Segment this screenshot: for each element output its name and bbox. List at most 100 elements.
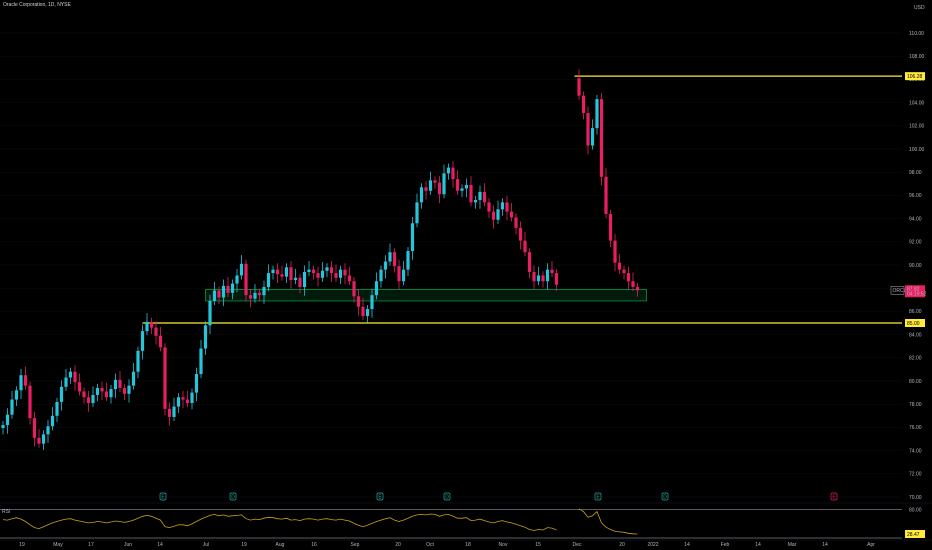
- x-tick-label: 19: [241, 542, 247, 548]
- time-axis[interactable]: 19 May 17 Jun 14 Jul 19 Aug 16 Sep 20 Oct 18 Nov 15 Dec…: [0, 539, 932, 548]
- level-tag: [905, 319, 925, 327]
- y-tick-label: 94.00: [909, 216, 922, 222]
- event-marker: [376, 492, 384, 501]
- candle-body: [334, 273, 338, 278]
- candle-body: [613, 240, 617, 263]
- candle-body: [478, 191, 482, 201]
- event-marker-label: D: [231, 495, 235, 501]
- x-tick-label: Aug: [276, 542, 285, 548]
- candle-body: [586, 113, 590, 146]
- candle-body: [307, 269, 311, 272]
- y-tick-label: 100.00: [909, 147, 925, 153]
- candle-body: [122, 387, 127, 394]
- candle-body: [208, 300, 212, 326]
- candle-body: [59, 386, 64, 402]
- rsi-pane: RSI 80.00: [0, 502, 932, 539]
- rsi-label: RSI: [2, 509, 10, 515]
- candle-body: [302, 271, 307, 288]
- event-marker: [159, 492, 167, 501]
- candle-body: [419, 187, 424, 203]
- y-tick-label: 102.00: [909, 124, 925, 130]
- support-zone-rect: [205, 289, 647, 302]
- candle-body: [77, 382, 82, 392]
- candle-body: [365, 309, 370, 317]
- x-tick-label: Feb: [721, 542, 730, 548]
- candle-body: [311, 269, 316, 274]
- candle-body: [55, 401, 59, 416]
- x-tick-label: Jul: [203, 542, 209, 548]
- candle-body: [518, 227, 523, 241]
- candle-body: [635, 287, 640, 291]
- x-tick-label: Nov: [499, 542, 508, 548]
- x-tick-label: 17: [88, 542, 94, 548]
- candle-body: [298, 277, 302, 288]
- candle-body: [428, 180, 433, 191]
- candle-body: [248, 295, 253, 299]
- x-tick-label: Apr: [867, 542, 875, 548]
- x-tick-label: 14: [822, 542, 828, 548]
- candle-body: [343, 269, 347, 276]
- candle-body: [199, 348, 203, 375]
- support-zone[interactable]: [205, 289, 647, 302]
- candle-body: [19, 375, 23, 391]
- candle-body: [473, 200, 478, 203]
- event-marker-label: E: [596, 495, 600, 501]
- candle-body: [136, 350, 140, 372]
- x-tick-label: 14: [684, 542, 690, 548]
- y-tick-label: 80.00: [909, 379, 922, 385]
- horizontal-levels[interactable]: [142, 75, 903, 324]
- candle-body: [10, 399, 14, 415]
- candle-body: [388, 252, 392, 262]
- candle-body: [266, 273, 271, 288]
- candle-body: [397, 266, 401, 282]
- candle-body: [446, 167, 451, 174]
- x-tick-label: Dec: [573, 542, 582, 548]
- event-marker-label: D: [663, 495, 667, 501]
- candle-body: [244, 263, 248, 296]
- candle-body: [320, 270, 325, 278]
- candle-body: [482, 191, 487, 203]
- candle-body: [280, 274, 284, 277]
- candle-body: [5, 414, 10, 426]
- candle-body: [217, 290, 221, 298]
- candle-body: [433, 180, 437, 183]
- rsi-value-tag: [905, 530, 925, 539]
- y-tick-label: 92.00: [909, 240, 922, 246]
- y-tick-label: 74.00: [909, 448, 922, 454]
- candle-body: [140, 331, 145, 351]
- event-marker-label: E: [832, 495, 836, 501]
- candle-body: [316, 273, 320, 278]
- candle-body: [383, 261, 388, 270]
- x-tick-label: 16: [311, 542, 317, 548]
- candle-body: [374, 281, 379, 296]
- price-axis[interactable]: USD 110.00 108.00 106.00 104.00 102.00 100.00 9…: [909, 5, 925, 501]
- candle-body: [46, 426, 50, 435]
- candle-body: [226, 285, 230, 293]
- grid: [0, 32, 902, 498]
- candle-body: [581, 95, 586, 114]
- x-tick-label: 20: [619, 542, 625, 548]
- level-tag: [905, 72, 925, 81]
- candle-body: [68, 371, 73, 378]
- candle-body: [329, 267, 334, 274]
- candle-body: [271, 269, 275, 274]
- candle-body: [509, 211, 514, 218]
- candle-body: [487, 202, 491, 212]
- x-tick-label: 14: [755, 542, 761, 548]
- candle-body: [289, 267, 293, 281]
- y-tick-label: 110.00: [909, 31, 924, 37]
- symbol-tag: [890, 286, 905, 295]
- candle-body: [500, 202, 505, 210]
- candle-body: [41, 434, 46, 444]
- candle-body: [370, 295, 374, 310]
- x-tick-label: 2022: [647, 542, 658, 548]
- candle-body: [82, 391, 86, 398]
- level-tag-label: 85.00: [907, 321, 920, 327]
- candle-body: [437, 182, 442, 195]
- rsi-line: [2, 508, 638, 535]
- x-tick-label: 19: [19, 542, 25, 548]
- event-marker-label: E: [378, 495, 382, 501]
- candle-body: [401, 269, 406, 282]
